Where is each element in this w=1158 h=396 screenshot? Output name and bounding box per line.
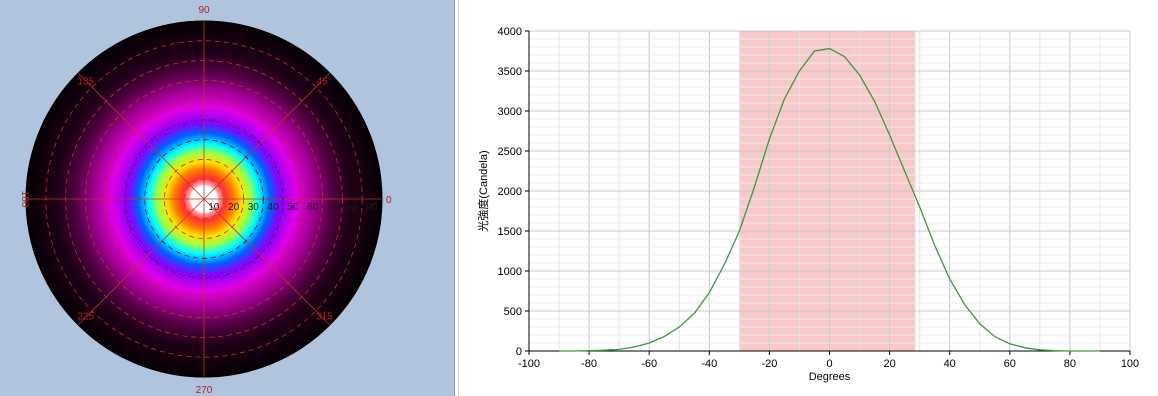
x-tick-label: -60 [641,358,657,370]
x-tick-label: 0 [826,358,832,370]
polar-ring-label: 90 [366,202,378,213]
polar-labels: 90 45 0 315 270 225 180 135 10 20 30 40 50 60 70 80 90 [19,5,392,396]
y-tick-label: 0 [516,346,522,358]
x-axis-title: Degrees [809,371,851,383]
polar-spoke [77,198,205,326]
y-tick-label: 2500 [498,146,522,158]
y-tick-label: 500 [504,306,522,318]
polar-ring-label: 40 [268,202,280,213]
x-tick-label: 20 [883,358,895,370]
polar-spoke [203,72,331,200]
polar-ring-label: 50 [287,202,299,213]
polar-angle-label: 0 [386,195,392,206]
grid-layer [528,30,1131,352]
polar-angle-label: 225 [77,311,94,322]
x-tick-label: -100 [518,358,540,370]
intensity-line-chart: -100 -80 -60 -40 -20 0 20 40 60 80 100 0 500 1000 1500… [458,0,1158,396]
x-tick-label: -20 [761,358,777,370]
polar-ring-label: 70 [327,202,339,213]
y-tick-label: 4000 [498,26,522,38]
y-tick-label: 1000 [498,266,522,278]
y-tick-label: 1500 [498,226,522,238]
polar-grid [25,20,383,378]
intensity-series-line [559,47,1100,352]
x-tick-label: -80 [581,358,597,370]
axis-layer: -100 -80 -60 -40 -20 0 20 40 60 80 100050010001500… [498,26,1140,370]
y-axis-title: 光強度(Candela) [476,150,490,231]
x-tick-label: 40 [944,358,956,370]
line-chart-svg: -100 -80 -60 -40 -20 0 20 40 60 80 100050010001500… [476,26,1140,383]
polar-spoke [203,198,331,326]
polar-angle-label: 315 [316,311,333,322]
x-tick-label: 60 [1004,358,1016,370]
x-tick-label: 100 [1121,358,1139,370]
polar-ring-label: 10 [208,202,220,213]
series-layer [559,47,1100,352]
y-tick-label: 2000 [498,186,522,198]
y-tick-label: 3000 [498,106,522,118]
polar-angle-label: 45 [317,77,329,88]
polar-angle-label: 90 [198,5,210,16]
polar-angle-label: 270 [196,385,213,396]
polar-ring-label: 20 [228,202,240,213]
polar-angle-label: 180 [19,191,30,208]
polar-angle-label: 135 [77,77,94,88]
polar-ring-label: 60 [307,202,319,213]
polar-spoke [77,72,205,200]
x-tick-label: -40 [701,358,717,370]
polar-ring-label: 80 [347,202,359,213]
y-tick-label: 3500 [498,66,522,78]
polar-ring-label: 30 [248,202,260,213]
polar-chart-svg: 90 45 0 315 270 225 180 135 10 20 30 40 50 60 70 80 90 [19,5,392,396]
polar-intensity-plot: 90 45 0 315 270 225 180 135 10 20 30 40 50 60 70 80 90 [0,0,455,396]
x-tick-label: 80 [1064,358,1076,370]
